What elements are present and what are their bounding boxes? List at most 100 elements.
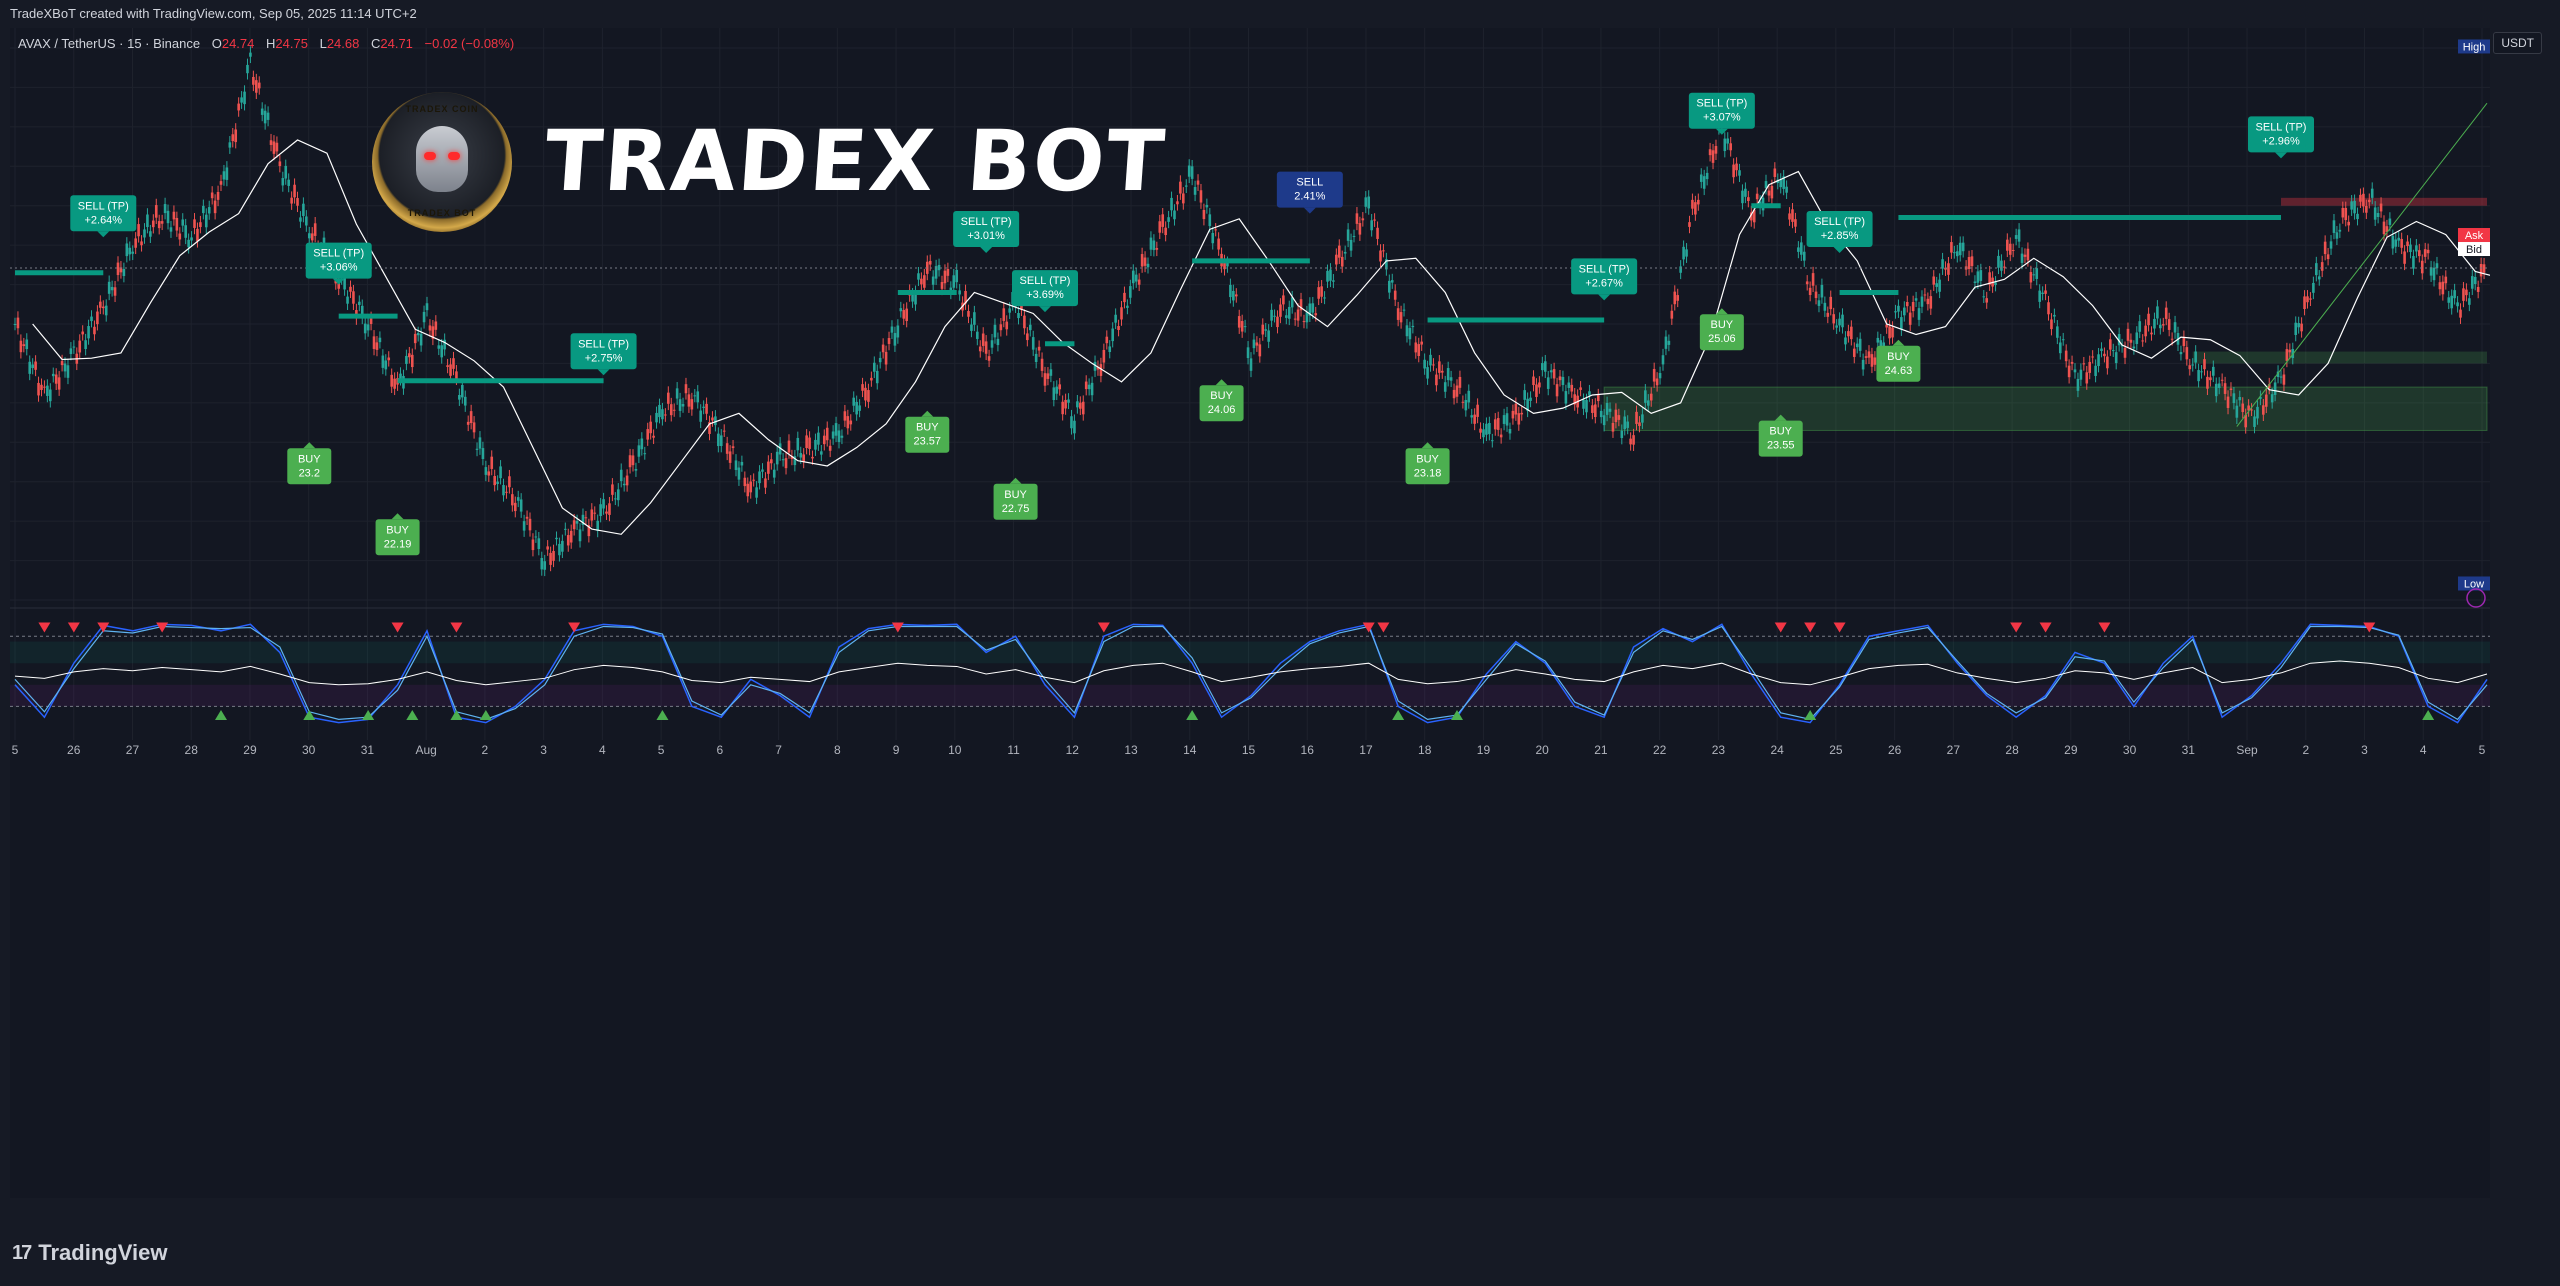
candle-body [1897,305,1900,312]
sell-signal-label[interactable] [70,195,137,232]
candle-body [169,227,173,232]
candle-body [287,179,290,186]
candle-body [1646,400,1650,406]
candle-body [858,405,861,411]
candle-body [964,290,967,304]
x-axis-tick-label: 24 [1770,743,1784,757]
candle-body [1296,309,1300,321]
candle-body [2323,241,2327,255]
candle-body [664,414,667,416]
buy-signal-label[interactable] [905,416,950,453]
candle-body [378,337,382,343]
buy-signal-label[interactable] [1699,314,1744,351]
candle-body [2079,369,2083,380]
candle-body [160,221,164,224]
candle-body [1891,327,1894,338]
sell-signal-label[interactable] [1806,211,1873,248]
candle-body [1184,185,1188,187]
candle-body [661,409,664,420]
candle-body [934,266,938,279]
buy-signal-label[interactable] [1199,385,1244,422]
candle-body [1329,269,1332,281]
candle-body [2114,352,2118,364]
candle-body [1314,313,1318,316]
candle-body [593,512,597,514]
candle-body [2200,371,2203,373]
candle-body [931,276,935,285]
price-chart[interactable]: 5 26 27 28 29 30 31 Aug 2 3 4 5 6 7 8 9 10 11 12 13 14 15 16 17… [10,28,2490,1198]
sell-signal-label[interactable] [2248,116,2314,153]
candle-body [1146,263,1150,268]
x-axis-tick-label: 29 [2064,743,2078,757]
candle-body [767,461,770,474]
currency-selector[interactable]: USDT [2493,32,2542,54]
alert-lightning-icon[interactable] [2466,588,2486,608]
sell-signal-label[interactable] [1012,270,1078,307]
candle-body [213,200,217,214]
candle-body [2014,235,2018,239]
sell-signal-label[interactable] [1276,171,1343,208]
buy-signal-label[interactable] [993,483,1038,520]
candle-body [2164,307,2168,319]
buy-signal-label[interactable] [1876,345,1921,382]
candle-body [496,481,499,485]
candle-body [2468,298,2471,305]
candle-body [672,409,676,411]
x-axis-tick-label: 30 [2123,743,2137,757]
candle-body [1679,266,1682,273]
candle-body [619,469,623,482]
sell-marker-icon [891,622,904,633]
sell-signal-label[interactable] [1571,258,1638,295]
candle-body [1723,138,1727,152]
candle-body [1935,283,1938,287]
candle-body [1214,229,1217,231]
candle-body [1149,237,1153,250]
candle-body [828,445,832,451]
candle-body [1823,302,1827,311]
candle-body [1855,343,1859,348]
sell-marker-icon [1362,622,1375,633]
x-axis-tick-label: 4 [2420,743,2427,757]
buy-signal-label[interactable] [1405,448,1450,485]
chart-area[interactable]: 5 26 27 28 29 30 31 Aug 2 3 4 5 6 7 8 9 10 11 12 13 14 15 16 17… [10,28,2490,1198]
buy-signal-label[interactable] [287,448,332,485]
candle-body [1202,209,1206,220]
sell-signal-label[interactable] [305,242,372,279]
candle-body [778,443,782,455]
candle-body [578,529,582,542]
candle-body [1543,361,1547,372]
candle-body [2182,336,2186,347]
candle-body [2000,260,2003,271]
signal-pointer [303,442,316,449]
sell-signal-label[interactable] [953,211,1020,248]
candle-body [1770,185,1774,199]
candle-body [1176,201,1179,205]
candle-body [711,417,714,421]
sell-signal-label[interactable] [570,333,637,370]
signal-value-text: +2.64% [84,214,122,226]
candle-body [993,324,997,338]
candle-body [1638,422,1641,426]
candle-body [911,294,914,302]
x-axis-tick-label: 21 [1594,743,1608,757]
signal-value-text: 25.06 [1708,333,1736,345]
candle-body [1702,176,1706,189]
candle-body [1299,299,1303,311]
candle-body [2188,365,2192,370]
buy-signal-label[interactable] [1758,420,1803,457]
tradingview-logo[interactable]: 17 TradingView [12,1240,167,1266]
signal-type-text: BUY [916,422,939,434]
candle-body [1523,390,1526,400]
candle-body [419,333,423,346]
candle-body [1538,382,1541,388]
candle-body [1370,220,1373,231]
candle-body [2315,263,2318,276]
candle-body [952,275,956,288]
open-value: 24.74 [221,36,255,51]
candle-body [1358,223,1362,235]
buy-signal-label[interactable] [375,519,420,556]
signal-type-text: SELL (TP) [578,338,629,350]
candle-body [1067,399,1070,403]
candle-body [522,521,526,531]
sell-signal-label[interactable] [1688,92,1755,129]
